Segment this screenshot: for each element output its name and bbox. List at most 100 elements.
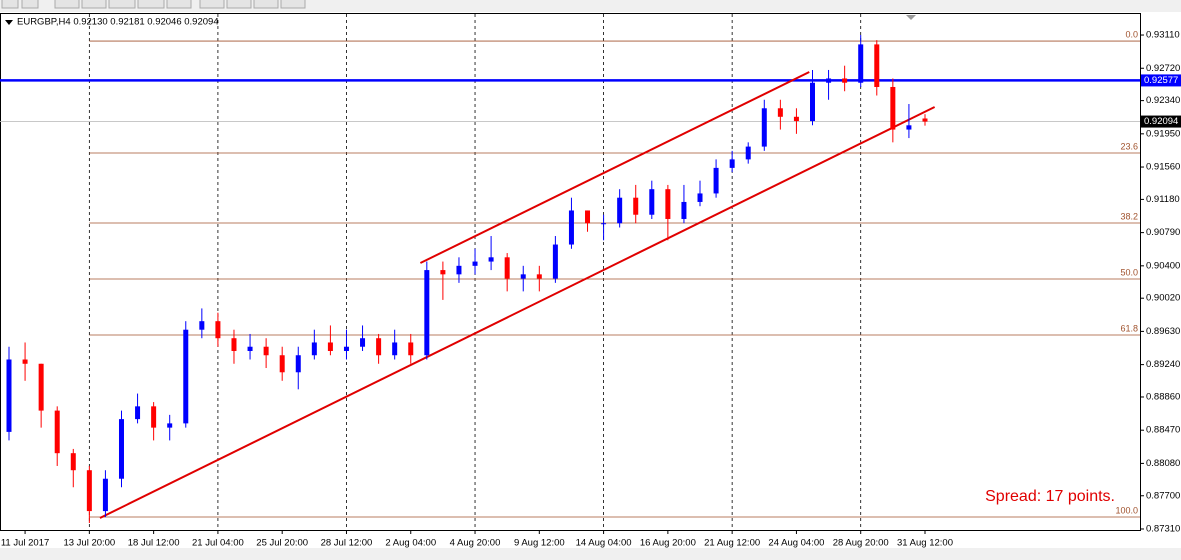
symbol-menu-arrow[interactable] — [5, 20, 13, 25]
candle-body — [665, 189, 671, 219]
y-tick-label: 0.91560 — [1146, 162, 1180, 173]
current-price-label: 0.92094 — [1144, 116, 1178, 127]
candle-body — [102, 478, 108, 512]
candle-body — [167, 423, 173, 428]
candle-body — [488, 257, 494, 262]
candle-body — [874, 44, 880, 87]
x-tick-label: 16 Aug 20:00 — [640, 538, 696, 549]
chart-header: EURGBP,H4 0.92130 0.92181 0.92046 0.9209… — [17, 17, 219, 28]
candle-body — [247, 346, 253, 351]
y-tick-label: 0.91180 — [1146, 194, 1180, 205]
candle-body — [777, 108, 783, 117]
bottom-bar — [0, 548, 1181, 560]
candle-body — [906, 125, 912, 130]
candle-body — [601, 223, 607, 225]
x-tick-label: 9 Aug 12:00 — [514, 538, 565, 549]
candle-body — [681, 201, 687, 219]
candle-body — [183, 329, 189, 424]
candle-body — [231, 338, 237, 351]
candle-body — [536, 274, 542, 279]
candle-body — [376, 338, 382, 356]
candle-body — [568, 210, 574, 245]
fib-label: 50.0 — [1120, 267, 1138, 277]
x-tick-label: 31 Aug 12:00 — [897, 538, 953, 549]
candle-body — [472, 261, 478, 266]
channel-line — [99, 106, 936, 519]
hline-box — [1141, 74, 1181, 87]
y-tick-label: 0.93110 — [1146, 30, 1180, 41]
timeframe-tabs — [1, 0, 306, 9]
y-tick-label: 0.88470 — [1146, 425, 1180, 436]
spread-annotation: Spread: 17 points. — [985, 488, 1115, 505]
candle-body — [713, 167, 719, 194]
candle-body — [38, 363, 44, 411]
candle-body — [54, 410, 60, 454]
candle-body — [22, 359, 28, 364]
candle-body — [810, 82, 815, 122]
x-tick-label: 13 Jul 20:00 — [63, 538, 115, 549]
shift-marker — [906, 15, 916, 20]
candle-body — [440, 270, 446, 275]
y-tick-label: 0.90400 — [1146, 260, 1180, 271]
x-tick-label: 14 Aug 04:00 — [576, 538, 632, 549]
y-tick-label: 0.87700 — [1146, 490, 1180, 501]
candle-body — [135, 406, 141, 420]
y-tick-label: 0.92720 — [1146, 63, 1180, 74]
plot-area — [0, 13, 1141, 531]
candle-body — [585, 210, 591, 224]
y-tick-label: 0.87310 — [1146, 523, 1180, 534]
candle-body — [295, 355, 301, 373]
candle-body — [408, 342, 414, 356]
x-tick-label: 28 Aug 20:00 — [833, 538, 889, 549]
candle-body — [842, 78, 848, 83]
candle-body — [118, 419, 124, 479]
candle-body — [826, 78, 832, 83]
candle-body — [327, 342, 333, 351]
candle-body — [890, 86, 896, 130]
candle-body — [215, 321, 221, 339]
y-tick-label: 0.91950 — [1146, 128, 1180, 139]
y-tick-label: 0.90790 — [1146, 227, 1180, 238]
fib-label: 38.2 — [1120, 211, 1138, 221]
candle-body — [86, 470, 92, 512]
candle-body — [761, 108, 767, 147]
candle-body — [360, 338, 366, 347]
candle-body — [279, 355, 285, 373]
candle-body — [424, 270, 430, 356]
candle-body — [552, 244, 558, 279]
candle-body — [617, 197, 623, 224]
candle-body — [70, 453, 76, 471]
y-tick-label: 0.90020 — [1146, 293, 1180, 304]
x-tick-label: 4 Aug 20:00 — [450, 538, 501, 549]
candle-body — [311, 342, 317, 356]
current-price-box — [1141, 115, 1181, 128]
x-tick-label: 25 Jul 20:00 — [256, 538, 308, 549]
candle-body — [263, 346, 269, 356]
y-tick-label: 0.88860 — [1146, 391, 1180, 402]
candle-body — [151, 406, 157, 428]
fib-label: 100.0 — [1115, 505, 1138, 515]
y-tick-label: 0.89630 — [1146, 326, 1180, 337]
fib-label: 0.0 — [1125, 29, 1138, 39]
candle-body — [504, 257, 510, 279]
candle-body — [697, 193, 703, 202]
candle-body — [633, 197, 639, 215]
x-tick-label: 18 Jul 12:00 — [128, 538, 180, 549]
y-tick-label: 0.92340 — [1146, 95, 1180, 106]
candle-body — [745, 146, 751, 160]
x-tick-label: 11 Jul 2017 — [1, 538, 49, 549]
y-tick-label: 0.88080 — [1146, 458, 1180, 469]
hline-label: 0.92577 — [1144, 75, 1178, 86]
candle-body — [6, 359, 12, 432]
candle-body — [922, 118, 928, 122]
y-tick-label: 0.89240 — [1146, 359, 1180, 370]
x-tick-label: 28 Jul 12:00 — [321, 538, 373, 549]
candle-body — [343, 346, 349, 351]
candle-body — [793, 116, 799, 122]
fib-label: 61.8 — [1120, 323, 1138, 333]
fib-label: 23.6 — [1120, 141, 1138, 151]
candle-body — [392, 342, 398, 356]
candle-body — [456, 265, 462, 275]
channel-line — [419, 71, 810, 264]
